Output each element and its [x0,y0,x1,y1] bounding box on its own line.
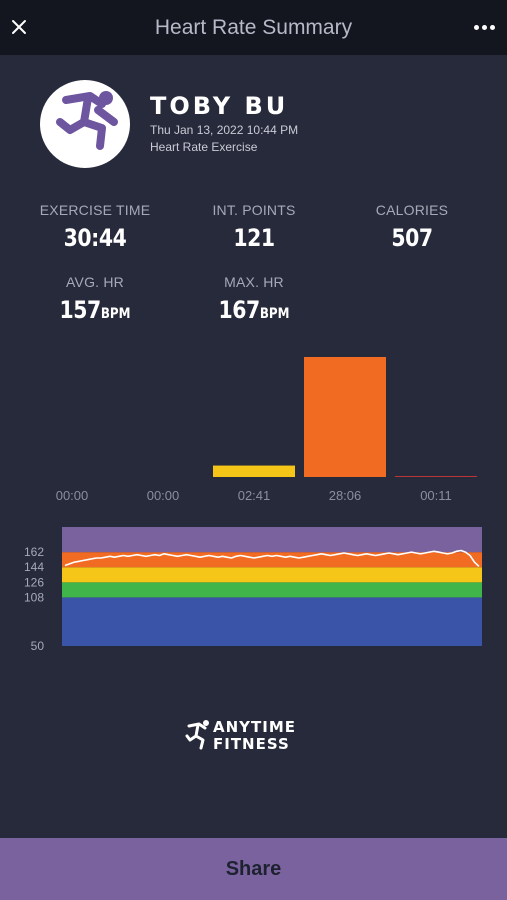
int-points-stat: INT. POINTS 121 [179,202,329,252]
exercise-type: Heart Rate Exercise [150,140,258,154]
zone-bar-label: 28:06 [329,488,362,503]
max-hr-value-row: 167BPM [190,296,318,324]
max-hr-unit: BPM [259,306,290,322]
hr-tick-label: 162 [24,545,44,559]
hr-zone-band [62,552,482,568]
zone-bar [213,465,295,477]
hr-zone-band [62,567,482,583]
avg-hr-value: 157 [59,296,102,324]
brand-line1: ANYTIME [213,718,296,736]
int-points-label: INT. POINTS [212,202,296,218]
avatar [40,80,130,168]
share-label: Share [225,857,282,880]
zone-bar-label: 00:00 [56,488,89,503]
hr-zone-band [62,582,482,598]
int-points-value: 121 [233,224,275,252]
hr-tick-label: 144 [24,560,44,574]
anytime-fitness-logo: ANYTIME FITNESS [185,718,296,753]
calories-stat: CALORIES 507 [337,202,487,252]
page-title: Heart Rate Summary [154,16,353,39]
max-hr-value: 167 [218,296,261,324]
zone-bar-label: 02:41 [238,488,271,503]
avg-hr-stat: AVG. HR 157BPM [20,274,170,324]
close-icon[interactable] [8,14,30,40]
max-hr-stat: MAX. HR 167BPM [179,274,329,324]
avg-hr-value-row: 157BPM [31,296,159,324]
heart-rate-line [64,549,480,567]
zone-bar-label: 00:11 [420,488,452,503]
share-button[interactable]: Share [0,838,507,900]
zone-time-bar-chart: 00:00 00:00 02:41 28:06 00:11 [56,357,477,503]
hr-zone-band [62,527,482,553]
hr-tick-label: 126 [24,575,44,589]
workout-date: Thu Jan 13, 2022 10:44 PM [150,123,299,137]
avg-hr-label: AVG. HR [66,274,124,290]
calories-value: 507 [391,224,433,252]
exercise-time-value: 30:44 [63,224,127,252]
hr-zone-band [62,597,482,646]
more-horizontal-icon[interactable] [469,14,499,40]
max-hr-label: MAX. HR [224,274,284,290]
zone-bar [304,357,386,477]
running-man-icon [56,91,118,150]
avg-hr-unit: BPM [100,306,131,322]
calories-label: CALORIES [375,202,449,218]
exercise-time-stat: EXERCISE TIME 30:44 [20,202,170,252]
exercise-time-label: EXERCISE TIME [39,202,151,218]
zone-bar-label: 00:00 [147,488,180,503]
zone-bar [395,476,477,477]
brand-line2: FITNESS [213,735,290,753]
top-bar: Heart Rate Summary [0,0,507,55]
user-name: TOBY BU [150,92,289,120]
hr-tick-label: 108 [24,590,44,604]
hr-tick-label: 50 [31,639,45,653]
